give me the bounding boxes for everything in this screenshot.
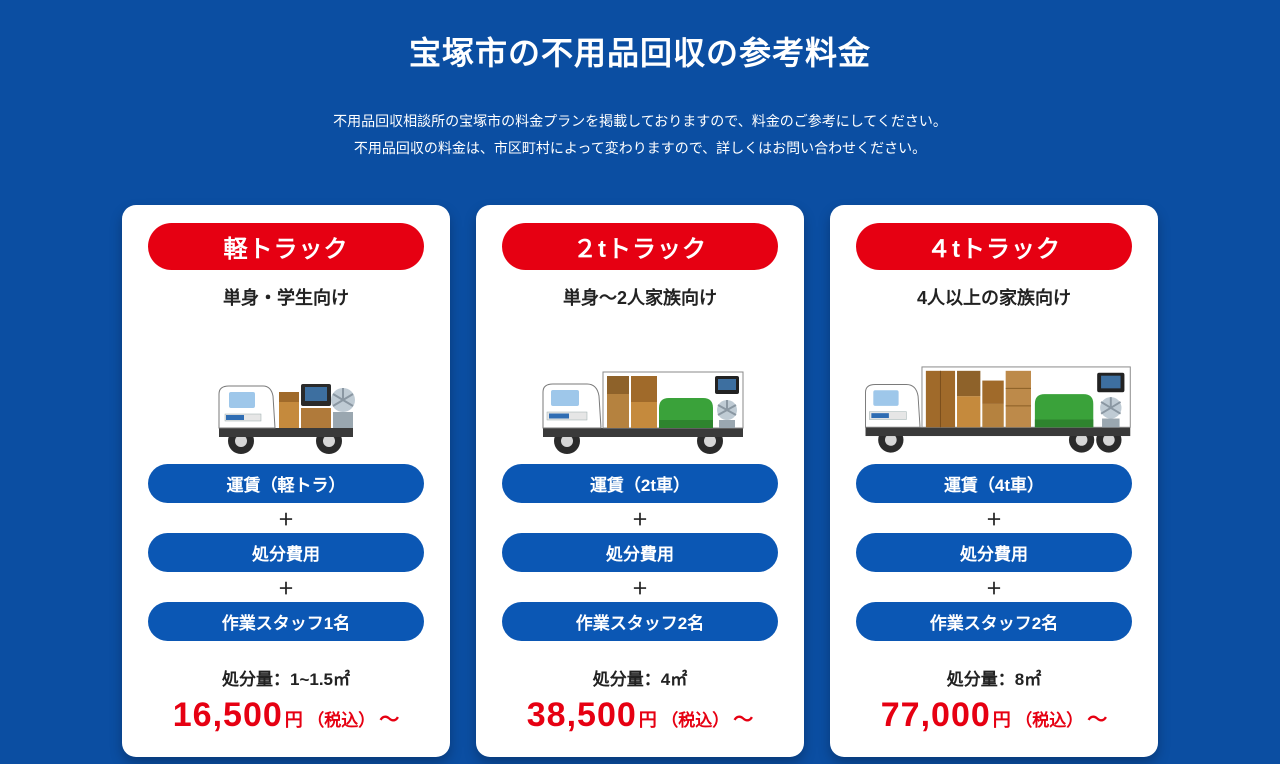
pricing-card: ２tトラック 単身〜2人家族向け [476, 205, 804, 757]
price-line: 77,000円 （税込）～ [848, 696, 1140, 735]
cost-pill: 処分費用 [856, 533, 1132, 572]
price-yen: 円 [993, 710, 1011, 730]
page-title: 宝塚市の不用品回収の参考料金 [0, 28, 1280, 74]
plus-sign: ＋ [848, 572, 1140, 602]
cost-breakdown: 運賃（4t車） ＋ 処分費用 ＋ 作業スタッフ2名 [848, 464, 1140, 641]
page-container: 宝塚市の不用品回収の参考料金 不用品回収相談所の宝塚市の料金プランを掲載しており… [0, 0, 1280, 757]
price-tax: （税込） [307, 711, 375, 730]
volume-label: 処分量：1~1.5㎡ [140, 665, 432, 690]
price-line: 38,500円 （税込）～ [494, 696, 786, 735]
medium-truck-icon [525, 346, 755, 456]
price-tax: （税込） [1015, 711, 1083, 730]
light-truck-icon [201, 346, 371, 456]
cost-pill: 処分費用 [148, 533, 424, 572]
volume-label: 処分量：4㎡ [494, 665, 786, 690]
subtitle-line-2: 不用品回収の料金は、市区町村によって変わりますので、詳しくはお問い合わせください… [0, 135, 1280, 162]
cost-pill: 作業スタッフ2名 [856, 602, 1132, 641]
truck-illustration [848, 316, 1140, 456]
cost-pill: 運賃（軽トラ） [148, 464, 424, 503]
subtitle-line-1: 不用品回収相談所の宝塚市の料金プランを掲載しておりますので、料金のご参考にしてく… [0, 108, 1280, 135]
large-truck-icon [848, 346, 1140, 456]
price-number: 16,500 [173, 696, 283, 734]
plan-audience: 4人以上の家族向け [848, 284, 1140, 310]
truck-illustration [140, 316, 432, 456]
price-number: 38,500 [527, 696, 637, 734]
plan-badge: ４tトラック [856, 223, 1132, 270]
cost-pill: 運賃（4t車） [856, 464, 1132, 503]
price-tilde: ～ [1087, 709, 1107, 731]
plus-sign: ＋ [140, 572, 432, 602]
plan-audience: 単身〜2人家族向け [494, 284, 786, 310]
plus-sign: ＋ [848, 503, 1140, 533]
pricing-cards-row: 軽トラック 単身・学生向け [0, 205, 1280, 757]
price-line: 16,500円 （税込）～ [140, 696, 432, 735]
price-tax: （税込） [661, 711, 729, 730]
price-yen: 円 [639, 710, 657, 730]
plus-sign: ＋ [494, 503, 786, 533]
plan-audience: 単身・学生向け [140, 284, 432, 310]
cost-breakdown: 運賃（2t車） ＋ 処分費用 ＋ 作業スタッフ2名 [494, 464, 786, 641]
cost-pill: 作業スタッフ2名 [502, 602, 778, 641]
cost-pill: 処分費用 [502, 533, 778, 572]
cost-breakdown: 運賃（軽トラ） ＋ 処分費用 ＋ 作業スタッフ1名 [140, 464, 432, 641]
plus-sign: ＋ [494, 572, 786, 602]
cost-pill: 運賃（2t車） [502, 464, 778, 503]
plan-badge: ２tトラック [502, 223, 778, 270]
plus-sign: ＋ [140, 503, 432, 533]
price-yen: 円 [285, 710, 303, 730]
price-tilde: ～ [379, 709, 399, 731]
page-subtitle: 不用品回収相談所の宝塚市の料金プランを掲載しておりますので、料金のご参考にしてく… [0, 108, 1280, 161]
truck-illustration [494, 316, 786, 456]
pricing-card: 軽トラック 単身・学生向け [122, 205, 450, 757]
plan-badge: 軽トラック [148, 223, 424, 270]
volume-label: 処分量：8㎡ [848, 665, 1140, 690]
price-number: 77,000 [881, 696, 991, 734]
price-tilde: ～ [733, 709, 753, 731]
cost-pill: 作業スタッフ1名 [148, 602, 424, 641]
pricing-card: ４tトラック 4人以上の家族向け [830, 205, 1158, 757]
